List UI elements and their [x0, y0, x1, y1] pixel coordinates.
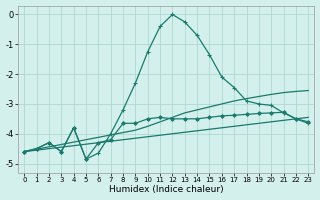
- X-axis label: Humidex (Indice chaleur): Humidex (Indice chaleur): [109, 185, 224, 194]
